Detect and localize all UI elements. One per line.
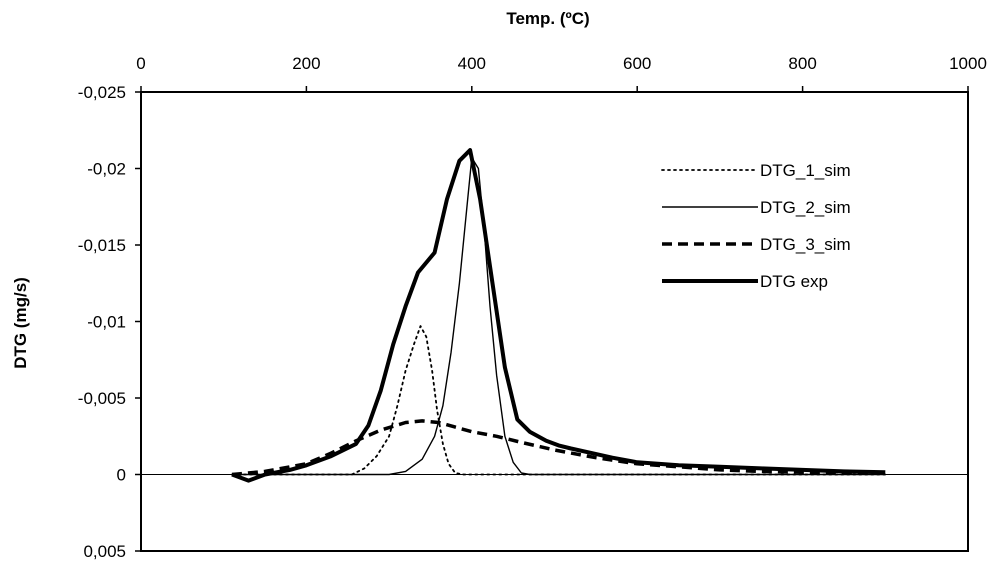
- legend-label: DTG exp: [760, 272, 828, 291]
- x-tick-label: 800: [788, 54, 816, 73]
- x-tick-label: 0: [136, 54, 145, 73]
- y-axis-title: DTG (mg/s): [11, 277, 30, 369]
- legend-label: DTG_3_sim: [760, 235, 851, 254]
- y-tick-label: -0,01: [87, 313, 126, 332]
- y-tick-label: 0: [117, 466, 126, 485]
- y-tick-label: -0,005: [78, 389, 126, 408]
- y-tick-label: -0,02: [87, 160, 126, 179]
- x-tick-label: 200: [292, 54, 320, 73]
- x-axis-ticks: 0 200 400 600 800 1000: [136, 54, 987, 92]
- series-lines: [231, 148, 887, 483]
- y-tick-label: -0,015: [78, 236, 126, 255]
- series-line-3: [231, 419, 886, 477]
- series-line-2: [232, 157, 886, 476]
- series-line-1: [231, 325, 887, 476]
- legend: DTG_1_sim DTG_2_sim DTG_3_sim DTG exp: [661, 161, 851, 291]
- legend-label: DTG_1_sim: [760, 161, 851, 180]
- series-line-4: [231, 148, 886, 483]
- y-axis-ticks: -0,025 -0,02 -0,015 -0,01 -0,005 0 0,005: [78, 83, 141, 561]
- legend-label: DTG_2_sim: [760, 198, 851, 217]
- x-tick-label: 600: [623, 54, 651, 73]
- x-tick-label: 1000: [949, 54, 987, 73]
- x-axis-title: Temp. (ºC): [506, 9, 589, 28]
- y-tick-label: 0,005: [83, 542, 126, 561]
- y-tick-label: -0,025: [78, 83, 126, 102]
- x-tick-label: 400: [458, 54, 486, 73]
